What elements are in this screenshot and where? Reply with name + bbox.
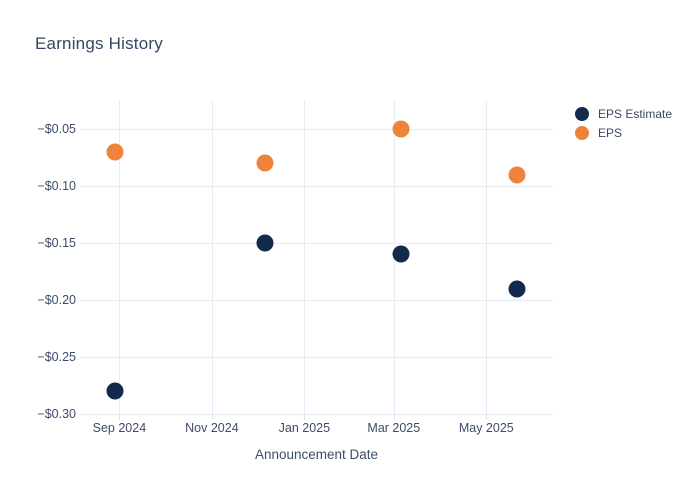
x-gridline — [119, 100, 121, 414]
x-tick-mark — [486, 414, 488, 420]
data-point-eps-estimate[interactable] — [256, 234, 274, 252]
data-point-eps-estimate[interactable] — [106, 382, 124, 400]
x-tick-mark — [211, 414, 213, 420]
legend-item-eps-estimate[interactable]: EPS Estimate — [575, 104, 672, 123]
x-gridline — [486, 100, 488, 414]
y-gridline — [80, 242, 553, 244]
y-tick-label: −$0.25 — [37, 349, 76, 364]
y-gridline — [80, 356, 553, 358]
x-gridline — [211, 100, 213, 414]
data-point-eps[interactable] — [392, 120, 410, 138]
y-gridline — [80, 128, 553, 130]
y-tick-label: −$0.30 — [37, 407, 76, 421]
data-point-eps-estimate[interactable] — [392, 245, 410, 263]
data-point-eps[interactable] — [508, 166, 526, 184]
y-tick-label: −$0.20 — [37, 292, 76, 307]
y-gridline — [80, 299, 553, 301]
x-tick-label: Nov 2024 — [185, 421, 239, 435]
x-tick-mark — [393, 414, 395, 420]
data-point-eps[interactable] — [256, 154, 274, 172]
legend: EPS Estimate EPS — [575, 104, 672, 142]
x-gridline — [304, 100, 306, 414]
x-tick-label: Mar 2025 — [367, 421, 421, 435]
legend-marker-eps-estimate-icon — [575, 106, 589, 121]
legend-item-eps[interactable]: EPS — [575, 123, 672, 142]
y-gridline — [80, 414, 553, 415]
chart-title: Earnings History — [35, 34, 163, 53]
legend-label-eps: EPS — [598, 125, 623, 140]
y-tick-label: −$0.10 — [37, 178, 76, 193]
legend-marker-eps-icon — [575, 125, 589, 140]
x-tick-label: Sep 2024 — [92, 421, 147, 435]
y-tick-label: −$0.05 — [37, 121, 76, 136]
x-tick-mark — [119, 414, 121, 420]
x-tick-label: Jan 2025 — [278, 421, 331, 435]
x-tick-label: May 2025 — [458, 421, 514, 435]
data-point-eps-estimate[interactable] — [508, 280, 526, 298]
x-tick-mark — [304, 414, 306, 420]
x-axis-title: Announcement Date — [254, 447, 379, 462]
data-point-eps[interactable] — [106, 143, 124, 161]
plot-area: −$0.05 −$0.10 −$0.15 −$0.20 −$0.25 −$0.30 Sep … — [37, 100, 553, 435]
y-tick-label: −$0.15 — [37, 235, 76, 250]
y-gridline — [80, 185, 553, 187]
legend-label-eps-estimate: EPS Estimate — [598, 106, 673, 121]
